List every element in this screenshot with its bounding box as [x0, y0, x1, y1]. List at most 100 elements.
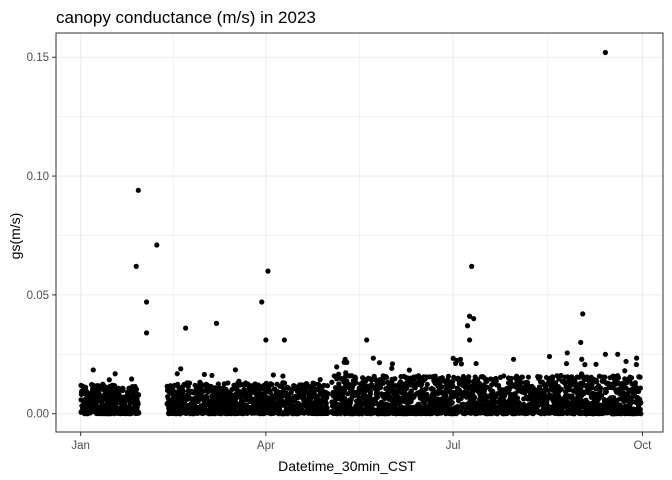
- data-point: [377, 384, 384, 391]
- data-point: [424, 381, 430, 388]
- data-point: [472, 395, 478, 401]
- data-point: [638, 400, 644, 406]
- data-point: [167, 383, 174, 389]
- data-point: [174, 371, 180, 377]
- outlier-point: [281, 337, 287, 343]
- x-tick-label: Jul: [446, 440, 461, 452]
- data-point: [598, 392, 605, 399]
- data-point: [450, 355, 456, 361]
- data-point: [537, 374, 543, 380]
- data-point: [380, 380, 386, 386]
- data-point: [384, 374, 390, 381]
- data-point: [615, 375, 622, 381]
- data-point: [336, 371, 342, 377]
- data-point: [493, 378, 499, 384]
- data-point: [593, 379, 599, 385]
- data-point: [362, 383, 368, 389]
- data-point: [634, 355, 640, 361]
- data-point: [582, 362, 588, 368]
- data-point: [247, 392, 253, 398]
- data-point: [317, 376, 323, 383]
- data-point: [187, 380, 193, 386]
- outlier-point: [135, 187, 141, 193]
- data-point: [445, 373, 452, 379]
- data-point: [201, 371, 208, 378]
- x-tick-label: Jan: [71, 440, 90, 452]
- data-point: [457, 356, 464, 362]
- data-point: [136, 410, 142, 416]
- data-point: [443, 393, 449, 399]
- data-point: [541, 390, 547, 396]
- data-point: [120, 386, 126, 392]
- data-point: [225, 380, 231, 386]
- outlier-point: [364, 337, 370, 343]
- data-point: [376, 360, 383, 366]
- data-point: [227, 398, 234, 404]
- y-axis-title: gs(m/s): [7, 213, 23, 260]
- y-tick-label: 0.15: [27, 52, 49, 64]
- outlier-point: [471, 316, 477, 322]
- outlier-point: [143, 330, 150, 336]
- data-point: [329, 379, 335, 385]
- data-point: [553, 380, 559, 386]
- data-point: [278, 395, 284, 401]
- data-point: [603, 389, 609, 395]
- data-point: [605, 380, 612, 386]
- data-point: [546, 353, 553, 360]
- data-point: [519, 374, 525, 380]
- data-point: [324, 383, 331, 389]
- outlier-point: [580, 311, 586, 317]
- data-point: [564, 350, 570, 356]
- data-point: [280, 373, 286, 379]
- data-point: [324, 405, 330, 411]
- outlier-point: [602, 351, 608, 357]
- data-point: [525, 374, 531, 380]
- outlier-point: [469, 263, 475, 269]
- data-point: [374, 394, 381, 400]
- data-point: [114, 399, 120, 405]
- data-point: [466, 374, 472, 380]
- data-point: [473, 360, 479, 367]
- data-point: [637, 385, 643, 391]
- data-point: [269, 381, 275, 388]
- data-point: [417, 395, 423, 401]
- data-point: [579, 356, 585, 362]
- data-point: [178, 366, 184, 372]
- data-point: [622, 368, 628, 374]
- data-point: [638, 411, 644, 417]
- data-point: [423, 385, 429, 392]
- data-point: [518, 379, 524, 386]
- data-point: [90, 367, 96, 373]
- x-tick-label: Oct: [633, 440, 652, 452]
- data-point: [106, 377, 112, 383]
- data-point: [449, 400, 455, 406]
- data-point: [424, 391, 430, 397]
- data-point: [133, 386, 140, 392]
- data-point: [458, 361, 465, 367]
- data-point: [637, 374, 643, 380]
- chart-title: canopy conductance (m/s) in 2023: [56, 8, 316, 27]
- data-point: [392, 376, 398, 382]
- data-point: [135, 392, 142, 398]
- data-point: [514, 395, 521, 401]
- data-point: [449, 389, 456, 395]
- data-point: [585, 390, 591, 396]
- data-point: [439, 384, 445, 390]
- data-point: [622, 376, 628, 382]
- data-point: [353, 380, 359, 386]
- data-point: [323, 400, 329, 406]
- outlier-point: [143, 299, 150, 305]
- data-point: [367, 389, 374, 395]
- data-point: [112, 371, 118, 377]
- plot-panel: Jan Apr Jul Oct 0.00 0.05 0.10 0.15: [27, 32, 664, 452]
- outlier-point: [615, 351, 621, 357]
- data-point: [598, 385, 604, 391]
- data-point: [563, 360, 570, 367]
- data-point: [325, 390, 331, 397]
- data-point: [232, 367, 239, 373]
- data-point: [389, 365, 395, 371]
- data-point: [389, 361, 396, 367]
- data-point: [623, 358, 629, 365]
- data-point: [135, 401, 141, 407]
- data-point: [344, 359, 350, 365]
